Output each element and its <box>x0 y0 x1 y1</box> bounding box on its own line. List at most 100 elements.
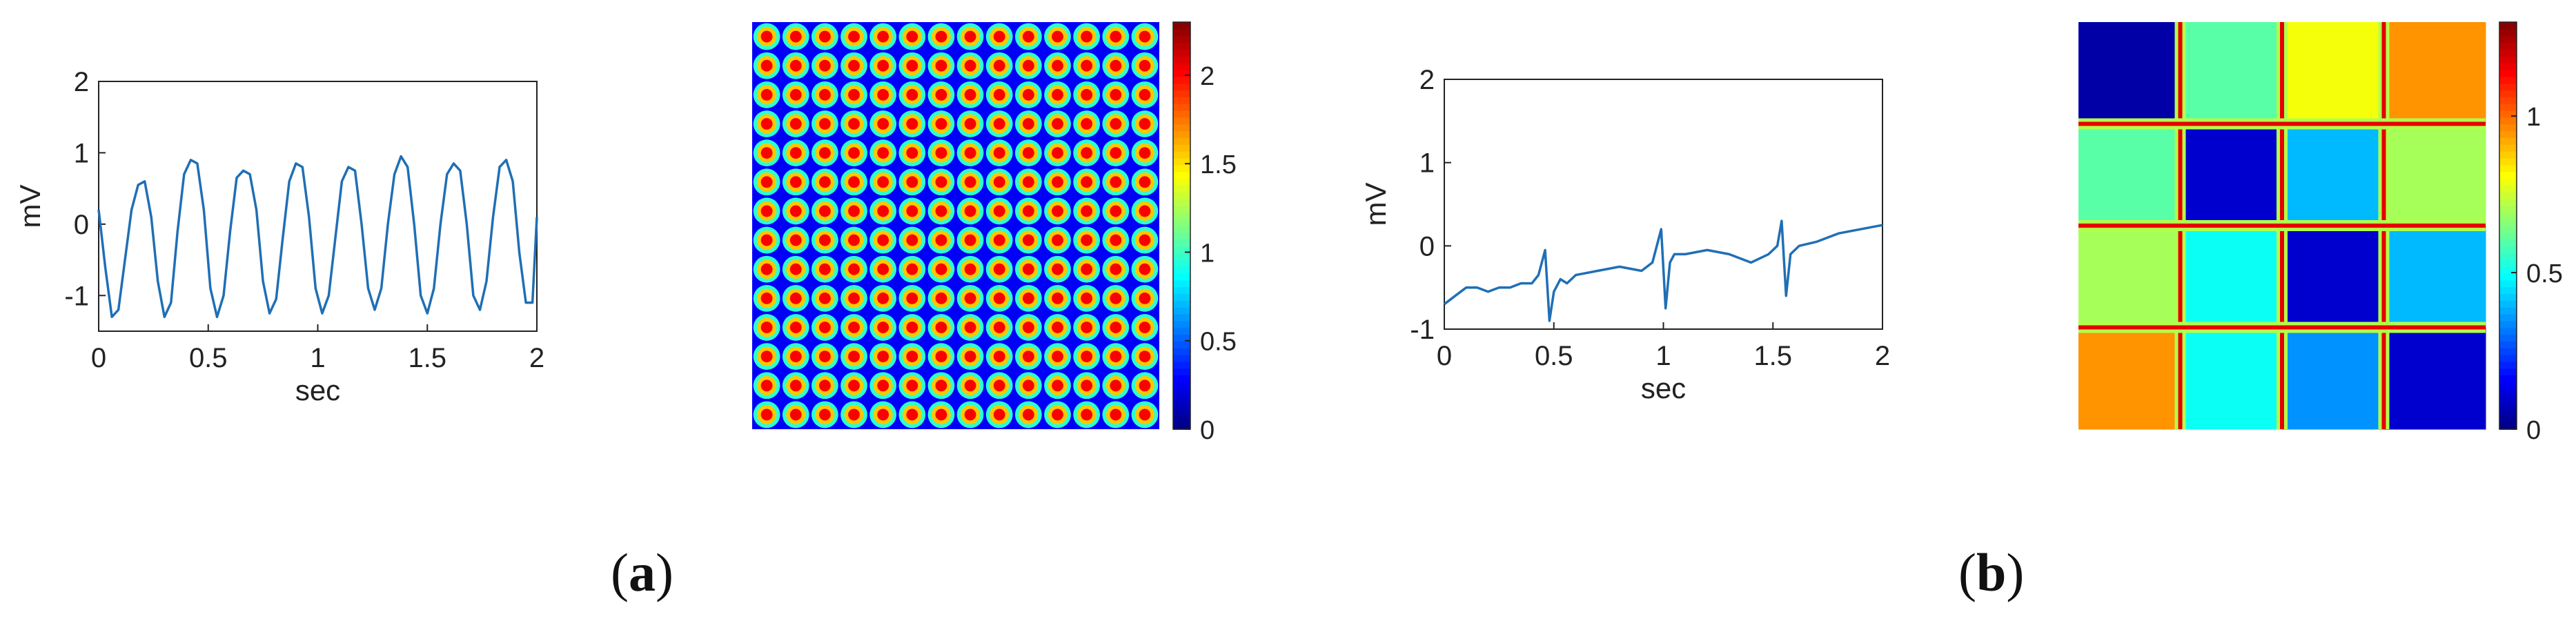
colorbar-segment <box>1173 273 1190 281</box>
colorbar-segment <box>2499 408 2517 417</box>
colorbar-segment <box>1173 266 1190 274</box>
colorbar-segment <box>1173 171 1190 179</box>
heatmap-cell-peak <box>760 205 773 217</box>
colorbar-segment <box>1173 69 1190 77</box>
heatmap-cell-peak <box>1110 147 1122 159</box>
colorbar-panel-b: 00.51 <box>2499 21 2563 445</box>
heatmap-cell-peak <box>1052 176 1063 188</box>
heatmap-cell-peak <box>789 379 802 392</box>
colorbar-segment <box>2499 49 2517 57</box>
heatmap-cell-peak <box>1139 59 1151 72</box>
colorbar-segment <box>2499 103 2517 111</box>
heatmap-cell-peak <box>877 59 889 72</box>
colorbar-segment <box>2499 205 2517 213</box>
heatmap-cell-peak <box>906 147 918 159</box>
heatmap-cell-peak <box>993 88 1005 101</box>
heatmap-cell-peak <box>789 118 802 130</box>
heatmap-cell-peak <box>1022 351 1034 363</box>
heatmap-cell-peak <box>964 30 976 43</box>
colorbar-segment <box>1173 307 1190 315</box>
heatmap-cell-peak <box>906 263 918 275</box>
heatmap-cell-peak <box>818 292 831 304</box>
heatmap-cell-peak <box>1081 147 1093 159</box>
heatmap-cell-peak <box>1022 408 1034 421</box>
colorbar-segment <box>1173 361 1190 369</box>
heatmap-cell-peak <box>906 234 918 246</box>
x-tick-label: 0.5 <box>189 343 228 373</box>
heatmap-cell-peak <box>789 351 802 363</box>
colorbar-segment <box>1173 259 1190 267</box>
colorbar-segment <box>2499 35 2517 43</box>
colorbar-tick-label: 0.5 <box>2526 259 2563 288</box>
heatmap-cell-peak <box>964 322 976 333</box>
heatmap-cell-peak <box>789 408 802 421</box>
colorbar-segment <box>1173 144 1190 152</box>
panel-label-close: ) <box>2006 542 2025 602</box>
heatmap-cell <box>2180 124 2283 226</box>
colorbar-tick-label: 0 <box>2526 416 2541 445</box>
x-tick-label: 1 <box>1655 341 1671 371</box>
heatmap-cell-peak <box>1081 351 1093 363</box>
colorbar-panel-a: 0 0.5 1 1.5 2 <box>1172 21 1237 445</box>
colorbar-segment <box>2499 191 2517 199</box>
heatmap-cell-peak <box>993 322 1005 333</box>
heatmap-cell-peak <box>1052 30 1063 43</box>
heatmap-cell-peak <box>964 147 976 159</box>
heatmap-cell-peak <box>789 322 802 333</box>
heatmap-cell-peak <box>848 176 860 188</box>
colorbar-segment <box>2499 137 2517 145</box>
heatmap-cell-peak <box>1081 30 1093 43</box>
heatmap-cell-peak <box>906 351 918 363</box>
heatmap-cell-peak <box>760 176 773 188</box>
panel-label-b: (b) <box>1958 542 2024 604</box>
colorbar-segment <box>1173 232 1190 240</box>
colorbar-segment <box>1173 157 1190 166</box>
heatmap-cell-peak <box>1052 351 1063 363</box>
colorbar-segment <box>1173 402 1190 410</box>
heatmap-cell-peak <box>877 147 889 159</box>
heatmap-cell-peak <box>1052 408 1063 421</box>
heatmap-cell-peak <box>1139 292 1151 304</box>
colorbar-segment <box>2499 185 2517 193</box>
colorbar-segment <box>2499 219 2517 226</box>
colorbar-segment <box>2499 144 2517 152</box>
heatmap-cell-peak <box>848 351 860 363</box>
heatmap-cell-peak <box>760 408 773 421</box>
series-line <box>97 155 538 319</box>
colorbar-tick-label: 0 <box>1200 416 1215 445</box>
heatmap-cell <box>2383 226 2486 328</box>
heatmap-cell-peak <box>1022 88 1034 101</box>
colorbar-segment <box>1173 28 1190 37</box>
heatmap-cell-peak <box>760 59 773 72</box>
x-tick-label: 1.5 <box>1753 341 1792 371</box>
heatmap-cell-peak <box>935 322 947 333</box>
heatmap-cell-peak <box>1022 322 1034 333</box>
colorbar-segment <box>1173 415 1190 423</box>
y-tick-label: -1 <box>64 281 89 311</box>
heatmap-cell-peak <box>1110 408 1122 421</box>
x-axis-label: sec <box>1641 372 1686 404</box>
heatmap-cell-peak <box>1081 88 1093 101</box>
heatmap-cell-peak <box>848 205 860 217</box>
heatmap-cell-peak <box>906 118 918 130</box>
colorbar-segment <box>2499 212 2517 219</box>
plot-frame <box>1444 79 1883 330</box>
heatmap-cell-peak <box>993 292 1005 304</box>
x-tick-label: 0.5 <box>1535 341 1573 371</box>
colorbar-segment <box>1173 117 1190 125</box>
colorbar-segment <box>2499 226 2517 233</box>
panel-label-letter: a <box>628 542 656 602</box>
heatmap-cell-peak <box>1139 205 1151 217</box>
heatmap-cell-peak <box>848 59 860 72</box>
heatmap-cell-peak <box>906 30 918 43</box>
colorbar-segment <box>2499 157 2517 166</box>
heatmap-cell-peak <box>993 408 1005 421</box>
colorbar-segment <box>2499 69 2517 77</box>
heatmap-cell-peak <box>906 205 918 217</box>
colorbar-segment <box>1173 83 1190 91</box>
heatmap-cell-peak <box>1139 234 1151 246</box>
heatmap-cell-peak <box>818 205 831 217</box>
colorbar-segment <box>2499 171 2517 179</box>
line-chart-panel-a: 0 0.5 1 1.5 2 -1 0 1 2 sec mV <box>14 67 544 406</box>
colorbar-segment <box>2499 388 2517 396</box>
